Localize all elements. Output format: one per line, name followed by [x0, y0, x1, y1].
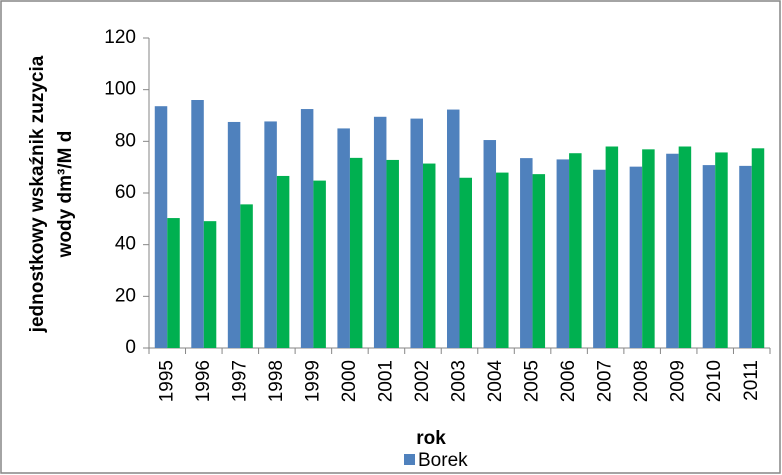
x-tick-label: 2010 — [704, 360, 725, 402]
bar — [569, 153, 582, 348]
bar — [337, 128, 350, 348]
bar — [459, 177, 472, 348]
bar — [496, 172, 509, 348]
bar — [154, 106, 168, 348]
bar — [678, 146, 692, 348]
bar — [520, 158, 533, 348]
legend-swatch — [404, 454, 415, 465]
bar — [483, 140, 497, 348]
x-tick-label: 2005 — [522, 360, 543, 402]
bar — [227, 121, 241, 348]
bar — [739, 165, 752, 348]
x-tick-label: 2009 — [668, 360, 689, 402]
bar — [349, 157, 363, 348]
y-axis-title: jednostkowy wskaźnik zuzycia — [27, 55, 48, 333]
y-axis-title: wody dm³/M d — [55, 131, 76, 259]
x-tick-label: 1996 — [193, 360, 214, 402]
bar — [203, 221, 217, 348]
y-tick-label: 80 — [115, 130, 136, 151]
bar — [264, 121, 277, 348]
bar — [373, 116, 387, 349]
bar — [276, 175, 290, 348]
x-tick-label: 2006 — [558, 360, 579, 402]
y-tick-label: 60 — [115, 182, 136, 203]
bar — [422, 163, 436, 348]
bar — [751, 148, 765, 348]
bar — [605, 146, 619, 348]
y-tick-label: 0 — [125, 337, 136, 358]
bar — [300, 109, 314, 349]
x-tick-label: 2003 — [449, 360, 470, 402]
bar — [715, 152, 728, 348]
x-tick-label: 1995 — [156, 360, 177, 402]
bar — [447, 109, 460, 348]
y-tick-label: 20 — [115, 285, 136, 306]
bar — [532, 174, 546, 348]
x-tick-label: 1999 — [302, 360, 323, 402]
x-tick-label: 2004 — [485, 360, 506, 403]
bar — [167, 218, 180, 348]
bar — [240, 204, 253, 348]
y-tick-label: 100 — [104, 79, 136, 100]
bar — [593, 169, 606, 348]
x-tick-label: 2002 — [412, 360, 433, 402]
x-tick-label: 1998 — [266, 360, 287, 402]
x-axis-title: rok — [416, 428, 446, 449]
bar — [313, 180, 326, 348]
x-tick-label: 2000 — [339, 360, 360, 402]
bar — [666, 153, 679, 348]
y-tick-label: 40 — [115, 234, 136, 255]
bar — [629, 166, 643, 348]
x-tick-label: 2007 — [595, 360, 616, 402]
bar — [410, 118, 423, 348]
legend-label: Borek — [418, 450, 468, 471]
x-tick-label: 2008 — [631, 360, 652, 402]
bar — [191, 100, 204, 348]
bar — [556, 159, 570, 348]
x-tick-label: 2001 — [375, 360, 396, 402]
bar — [642, 149, 655, 348]
bar — [702, 165, 716, 348]
x-tick-label: 1997 — [229, 360, 250, 402]
x-tick-label: 2011 — [741, 360, 762, 401]
bar — [386, 159, 399, 348]
y-tick-label: 120 — [104, 27, 136, 48]
